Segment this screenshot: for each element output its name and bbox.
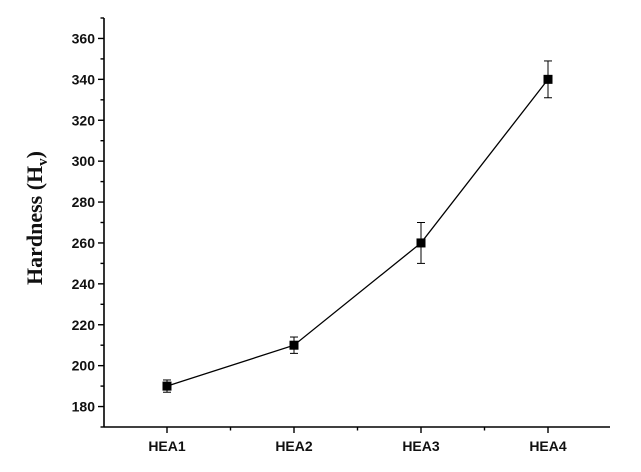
x-ticks: HEA1 HEA2 HEA3 HEA4 [148, 427, 567, 454]
x-tick-label: HEA3 [402, 438, 440, 454]
x-tick-label: HEA4 [529, 438, 567, 454]
y-tick-label: 180 [72, 399, 96, 415]
y-tick-label: 200 [72, 358, 96, 374]
x-tick-label: HEA1 [148, 438, 186, 454]
data-point-marker [543, 74, 553, 84]
y-axis-label: Hardness (Hv) [22, 151, 51, 285]
y-tick-label: 320 [72, 112, 96, 128]
y-tick-label: 300 [72, 153, 96, 169]
y-tick-label: 340 [72, 71, 96, 87]
series-line [166, 78, 549, 387]
axes [103, 18, 610, 428]
y-ticks: 180 200 220 240 260 280 300 320 340 360 [72, 17, 104, 428]
y-axis-label-main: Hardness (H [22, 166, 47, 285]
data-point-marker [289, 340, 299, 350]
series-hardness [162, 60, 553, 393]
y-axis-label-subscript: v [35, 158, 51, 166]
y-axis-label-close: ) [22, 151, 47, 158]
y-tick-label: 260 [72, 235, 96, 251]
y-tick-label: 360 [72, 30, 96, 46]
data-point-marker [416, 238, 426, 248]
y-tick-label: 280 [72, 194, 96, 210]
x-tick-label: HEA2 [275, 438, 313, 454]
data-point-marker [162, 381, 172, 391]
y-tick-label: 240 [72, 276, 96, 292]
y-tick-label: 220 [72, 317, 96, 333]
